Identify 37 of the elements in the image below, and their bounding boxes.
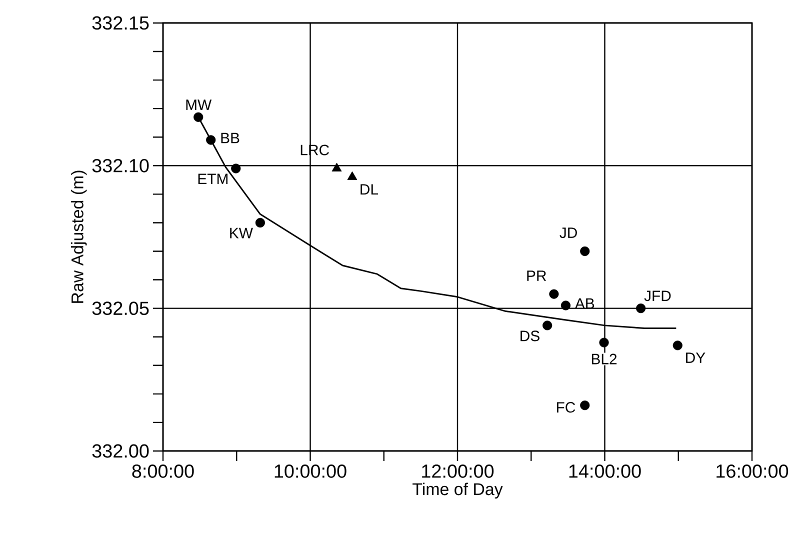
point bbox=[194, 112, 204, 122]
point bbox=[231, 164, 241, 174]
point bbox=[672, 340, 682, 350]
x-tick-label: 12:00:00 bbox=[422, 464, 494, 478]
x-tick-label: 8:00:00 bbox=[132, 464, 194, 478]
annotation: BL2 bbox=[592, 354, 617, 364]
x-tick-label: 16:00:00 bbox=[716, 464, 788, 478]
annotation: JD bbox=[560, 228, 577, 238]
y-tick-label: 332.15 bbox=[92, 16, 149, 30]
annotation: BB bbox=[221, 132, 240, 144]
point bbox=[560, 300, 571, 310]
annotation: PR bbox=[527, 270, 546, 281]
x-tick-label: 14:00:00 bbox=[569, 464, 641, 478]
x-axis-title: Time of Day bbox=[412, 482, 503, 499]
annotation: JFD bbox=[644, 290, 671, 302]
annotation: DY bbox=[686, 352, 706, 363]
point bbox=[580, 246, 590, 256]
annotation: DL bbox=[360, 184, 378, 195]
annotation: DS bbox=[520, 330, 540, 342]
point bbox=[332, 162, 342, 172]
point bbox=[206, 135, 216, 145]
annotation: KW bbox=[230, 228, 253, 238]
point bbox=[542, 320, 552, 330]
x-tick-label: 10:00:00 bbox=[274, 464, 346, 478]
y-axis-title: Raw Adjusted (m) bbox=[70, 170, 87, 303]
y-tick-label: 332.00 bbox=[92, 444, 149, 458]
point bbox=[580, 400, 590, 410]
y-tick-label: 332.10 bbox=[92, 158, 149, 172]
point bbox=[255, 218, 265, 228]
y-tick-label: 332.05 bbox=[92, 302, 149, 316]
point bbox=[599, 338, 609, 348]
point bbox=[549, 289, 559, 299]
annotation: ETM bbox=[198, 174, 228, 184]
point bbox=[636, 304, 646, 314]
annotation: FC bbox=[556, 402, 576, 413]
annotation: MW bbox=[186, 100, 212, 110]
point bbox=[347, 171, 358, 180]
